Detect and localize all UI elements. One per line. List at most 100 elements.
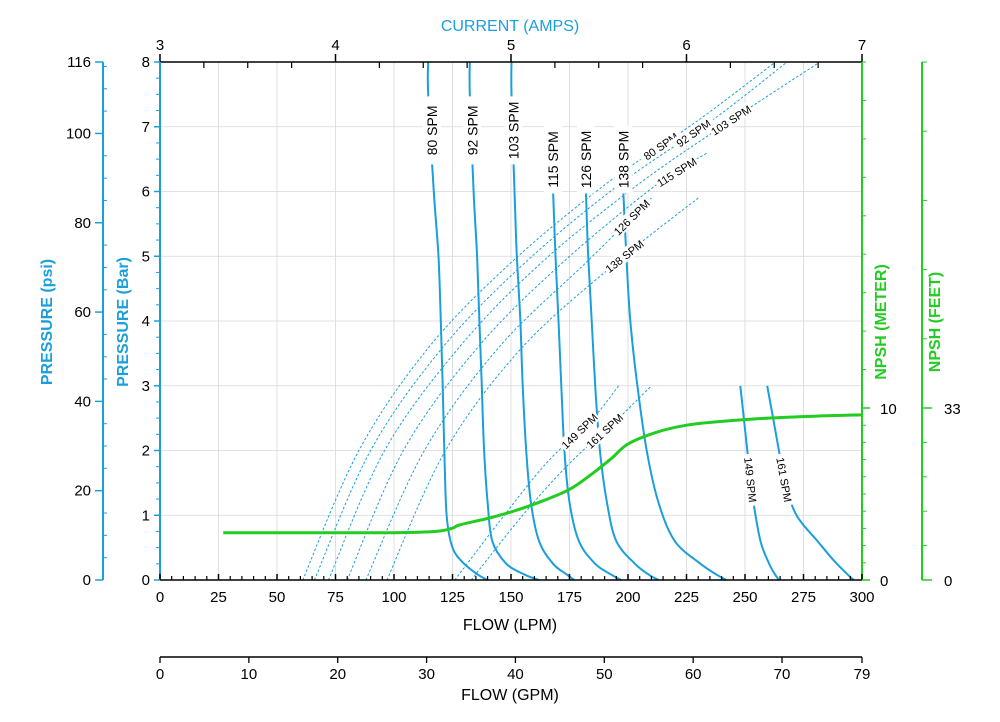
pressure-psi-tick-label: 20 [74,483,91,500]
current-curve-label-group: 103 SPM [707,101,755,139]
current-curve-label-bg [637,126,684,165]
current-curve-149-spm [454,385,619,581]
current-tick-label: 4 [331,37,339,54]
pressure-bar-tick-label: 4 [142,313,150,330]
flow-gpm-tick-label: 79 [854,666,871,683]
flow-curve-label: 115 SPM [545,131,561,188]
flow-curve-80-spm [426,61,489,581]
pressure-psi-tick-label: 80 [74,215,91,232]
current-tick-label: 6 [682,37,690,54]
flow-lpm-tick-label: 250 [732,589,757,606]
flow-lpm-tick-label: 275 [791,589,816,606]
flow-lpm-tick-label: 100 [381,589,406,606]
pressure-bar-tick-label: 3 [142,378,150,395]
current-curve-label: 115 SPM [655,156,699,190]
pressure-bar-tick-label: 0 [142,572,150,589]
flow-curve-label-group: 80 SPM [423,96,442,165]
pressure-bar-tick-label: 2 [142,443,150,460]
flow-lpm-tick-label: 125 [440,589,465,606]
npsh-feet-axis-title: NPSH (FEET) [927,272,944,372]
current-axis-title: CURRENT (AMPS) [441,18,579,35]
flow-gpm-axis-title: FLOW (GPM) [461,687,559,704]
flow-curve-label-group: 149 SPM [740,453,761,507]
pressure-psi-tick-label: 60 [74,304,91,321]
flow-curve-92-spm [468,61,540,581]
current-curve-label-bg [601,235,648,276]
flow-curve-149-spm [739,385,780,581]
current-tick-label: 3 [156,37,164,54]
flow-gpm-tick-label: 10 [241,666,258,683]
flow-gpm-tick-label: 0 [156,666,164,683]
flow-lpm-tick-label: 75 [327,589,344,606]
flow-gpm-tick-label: 30 [418,666,435,683]
flow-curve-label-group: 126 SPM [576,125,595,194]
flow-lpm-tick-label: 200 [615,589,640,606]
flow-curve-label: 80 SPM [424,105,440,155]
flow-curve-label-group: 115 SPM [544,125,563,194]
current-curve-label-bg [652,153,701,190]
flow-curves [426,61,855,581]
flow-lpm-tick-label: 0 [156,589,164,606]
flow-lpm-tick-label: 150 [498,589,523,606]
current-tick-label: 5 [507,37,515,54]
flow-curve-label-bg [576,125,595,194]
flow-curve-label: 161 SPM [773,456,793,503]
npsh-meter-axis-title: NPSH (METER) [873,264,890,380]
pressure-bar-tick-label: 8 [142,54,150,71]
pressure-psi-tick-label: 40 [74,393,91,410]
flow-curve-label: 92 SPM [464,105,480,155]
flow-curve-label-group: 161 SPM [772,452,796,507]
pressure-psi-axis-title: PRESSURE (psi) [39,259,56,385]
flow-curve-label-bg [740,453,761,507]
npsh-required-curve [223,413,863,535]
flow-curve-label-bg [772,452,796,507]
flow-gpm-tick-label: 60 [685,666,702,683]
flow-curve-103-spm [510,61,575,581]
current-tick-label: 7 [858,37,866,54]
pressure-bar-tick-label: 1 [142,507,150,524]
flow-curve-label-bg [463,96,482,165]
flow-gpm-tick-label: 40 [507,666,524,683]
flow-gpm-tick-label: 50 [596,666,613,683]
pressure-psi-tick-label: 116 [67,54,91,71]
pressure-bar-tick-label: 6 [142,184,150,201]
pressure-psi-tick-label: 100 [66,125,91,142]
current-curve-103-spm [328,61,821,581]
current-curve-138-spm [386,197,699,581]
current-curve-161-spm [470,385,652,581]
flow-curve-label-group: 138 SPM [614,125,633,194]
pressure-bar-tick-label: 5 [142,248,150,265]
flow-curve-115-spm [552,191,622,581]
flow-curve-label-group: 92 SPM [463,96,482,165]
current-curve-label-bg [707,101,755,139]
flow-lpm-tick-label: 50 [269,589,286,606]
flow-curve-label: 138 SPM [615,131,631,189]
current-curve-label-bg [609,195,653,239]
flow-curve-label-bg [544,125,563,194]
current-curve-label-group: 126 SPM [609,195,653,239]
flow-curve-label-bg [614,125,633,194]
current-curve-115-spm [346,152,708,581]
current-curve-label: 103 SPM [709,104,753,139]
npsh-meter-tick-label: 10 [880,401,897,418]
current-curve-label-bg [557,409,601,453]
current-curve-label-bg [582,409,627,452]
flow-curve-label-group: 103 SPM [504,96,523,165]
current-curve-80-spm [302,61,776,581]
npsh-curve [223,413,863,535]
flow-lpm-tick-label: 175 [557,589,582,606]
npsh-feet-tick-label: 0 [944,573,952,590]
current-curve-126-spm [365,197,652,581]
current-curve-label-bg [669,113,717,152]
flow-curve-label: 103 SPM [506,102,522,160]
flow-lpm-tick-label: 225 [674,589,699,606]
npsh-feet-tick-label: 33 [944,401,961,418]
pressure-bar-tick-label: 7 [142,119,150,136]
flow-curve-138-spm [622,191,727,581]
pressure-psi-tick-label: 0 [83,572,91,589]
flow-lpm-axis-title: FLOW (LPM) [463,617,557,634]
flow-gpm-tick-label: 20 [329,666,346,683]
flow-curve-161-spm [766,385,855,581]
